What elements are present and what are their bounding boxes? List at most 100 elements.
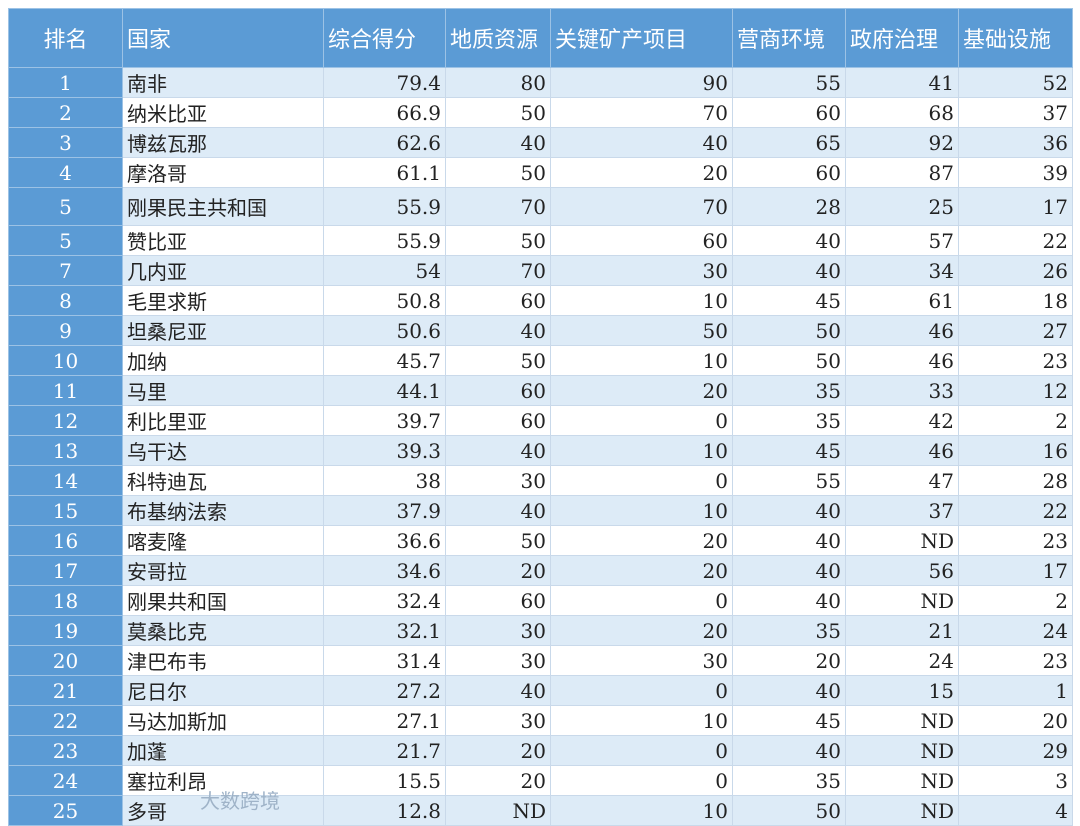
- country-cell: 津巴布韦: [122, 645, 324, 676]
- table-row: 24 塞拉利昂 15.5 20 0 35 ND 3: [8, 765, 1073, 796]
- country-cell: 刚果共和国: [122, 585, 324, 616]
- geology-cell: 70: [445, 187, 551, 226]
- projects-cell: 20: [550, 555, 733, 586]
- governance-cell: ND: [845, 525, 959, 556]
- score-cell: 38: [323, 465, 446, 496]
- rank-cell: 17: [8, 555, 123, 586]
- infrastructure-cell: 52: [958, 67, 1073, 98]
- country-cell: 喀麦隆: [122, 525, 324, 556]
- business-cell: 40: [732, 735, 846, 766]
- table-row: 21 尼日尔 27.2 40 0 40 15 1: [8, 675, 1073, 706]
- rank-cell: 25: [8, 795, 123, 826]
- table-row: 7 几内亚 54 70 30 40 34 26: [8, 255, 1073, 286]
- geology-cell: 60: [445, 585, 551, 616]
- governance-cell: 92: [845, 127, 959, 158]
- country-cell: 利比里亚: [122, 405, 324, 436]
- country-cell: 纳米比亚: [122, 97, 324, 128]
- infrastructure-cell: 1: [958, 675, 1073, 706]
- infrastructure-cell: 18: [958, 285, 1073, 316]
- governance-cell: ND: [845, 585, 959, 616]
- score-cell: 54: [323, 255, 446, 286]
- rank-cell: 5: [8, 187, 123, 226]
- infrastructure-cell: 3: [958, 765, 1073, 796]
- projects-cell: 60: [550, 225, 733, 256]
- projects-cell: 20: [550, 375, 733, 406]
- business-cell: 35: [732, 375, 846, 406]
- header-score: 综合得分: [323, 8, 446, 68]
- infrastructure-cell: 23: [958, 645, 1073, 676]
- country-cell: 布基纳法索: [122, 495, 324, 526]
- projects-cell: 0: [550, 405, 733, 436]
- score-cell: 66.9: [323, 97, 446, 128]
- score-cell: 61.1: [323, 157, 446, 188]
- governance-cell: 68: [845, 97, 959, 128]
- table-row: 14 科特迪瓦 38 30 0 55 47 28: [8, 465, 1073, 496]
- business-cell: 35: [732, 405, 846, 436]
- country-cell: 加纳: [122, 345, 324, 376]
- geology-cell: 50: [445, 225, 551, 256]
- infrastructure-cell: 22: [958, 225, 1073, 256]
- business-cell: 20: [732, 645, 846, 676]
- business-cell: 35: [732, 765, 846, 796]
- infrastructure-cell: 16: [958, 435, 1073, 466]
- governance-cell: ND: [845, 705, 959, 736]
- rank-cell: 21: [8, 675, 123, 706]
- infrastructure-cell: 37: [958, 97, 1073, 128]
- rank-cell: 2: [8, 97, 123, 128]
- business-cell: 55: [732, 465, 846, 496]
- score-cell: 12.8: [323, 795, 446, 826]
- projects-cell: 40: [550, 127, 733, 158]
- table-row: 4 摩洛哥 61.1 50 20 60 87 39: [8, 157, 1073, 188]
- projects-cell: 10: [550, 495, 733, 526]
- score-cell: 44.1: [323, 375, 446, 406]
- geology-cell: 50: [445, 97, 551, 128]
- country-cell: 几内亚: [122, 255, 324, 286]
- table-row: 25 多哥 12.8 ND 10 50 ND 4: [8, 795, 1073, 826]
- geology-cell: 30: [445, 615, 551, 646]
- projects-cell: 20: [550, 525, 733, 556]
- rank-cell: 23: [8, 735, 123, 766]
- infrastructure-cell: 23: [958, 345, 1073, 376]
- governance-cell: 25: [845, 187, 959, 226]
- rank-cell: 9: [8, 315, 123, 346]
- geology-cell: 60: [445, 405, 551, 436]
- infrastructure-cell: 24: [958, 615, 1073, 646]
- header-geology: 地质资源: [445, 8, 551, 68]
- infrastructure-cell: 29: [958, 735, 1073, 766]
- business-cell: 55: [732, 67, 846, 98]
- score-cell: 36.6: [323, 525, 446, 556]
- score-cell: 50.6: [323, 315, 446, 346]
- geology-cell: 20: [445, 735, 551, 766]
- geology-cell: 50: [445, 345, 551, 376]
- infrastructure-cell: 4: [958, 795, 1073, 826]
- geology-cell: 60: [445, 285, 551, 316]
- geology-cell: 70: [445, 255, 551, 286]
- projects-cell: 0: [550, 585, 733, 616]
- country-cell: 博兹瓦那: [122, 127, 324, 158]
- business-cell: 40: [732, 675, 846, 706]
- governance-cell: 41: [845, 67, 959, 98]
- projects-cell: 10: [550, 285, 733, 316]
- table-row: 19 莫桑比克 32.1 30 20 35 21 24: [8, 615, 1073, 646]
- rank-cell: 7: [8, 255, 123, 286]
- governance-cell: 46: [845, 315, 959, 346]
- business-cell: 60: [732, 97, 846, 128]
- table-row: 2 纳米比亚 66.9 50 70 60 68 37: [8, 97, 1073, 128]
- header-governance: 政府治理: [845, 8, 959, 68]
- rank-cell: 19: [8, 615, 123, 646]
- country-cell: 南非: [122, 67, 324, 98]
- business-cell: 45: [732, 705, 846, 736]
- table-row: 15 布基纳法索 37.9 40 10 40 37 22: [8, 495, 1073, 526]
- projects-cell: 50: [550, 315, 733, 346]
- score-cell: 21.7: [323, 735, 446, 766]
- projects-cell: 20: [550, 615, 733, 646]
- governance-cell: 46: [845, 435, 959, 466]
- governance-cell: 56: [845, 555, 959, 586]
- table-row: 8 毛里求斯 50.8 60 10 45 61 18: [8, 285, 1073, 316]
- table-row: 23 加蓬 21.7 20 0 40 ND 29: [8, 735, 1073, 766]
- country-cell: 科特迪瓦: [122, 465, 324, 496]
- governance-cell: 47: [845, 465, 959, 496]
- score-cell: 45.7: [323, 345, 446, 376]
- header-row: 排名 国家 综合得分 地质资源 关键矿产项目 营商环境 政府治理 基础设施: [8, 8, 1073, 68]
- country-cell: 安哥拉: [122, 555, 324, 586]
